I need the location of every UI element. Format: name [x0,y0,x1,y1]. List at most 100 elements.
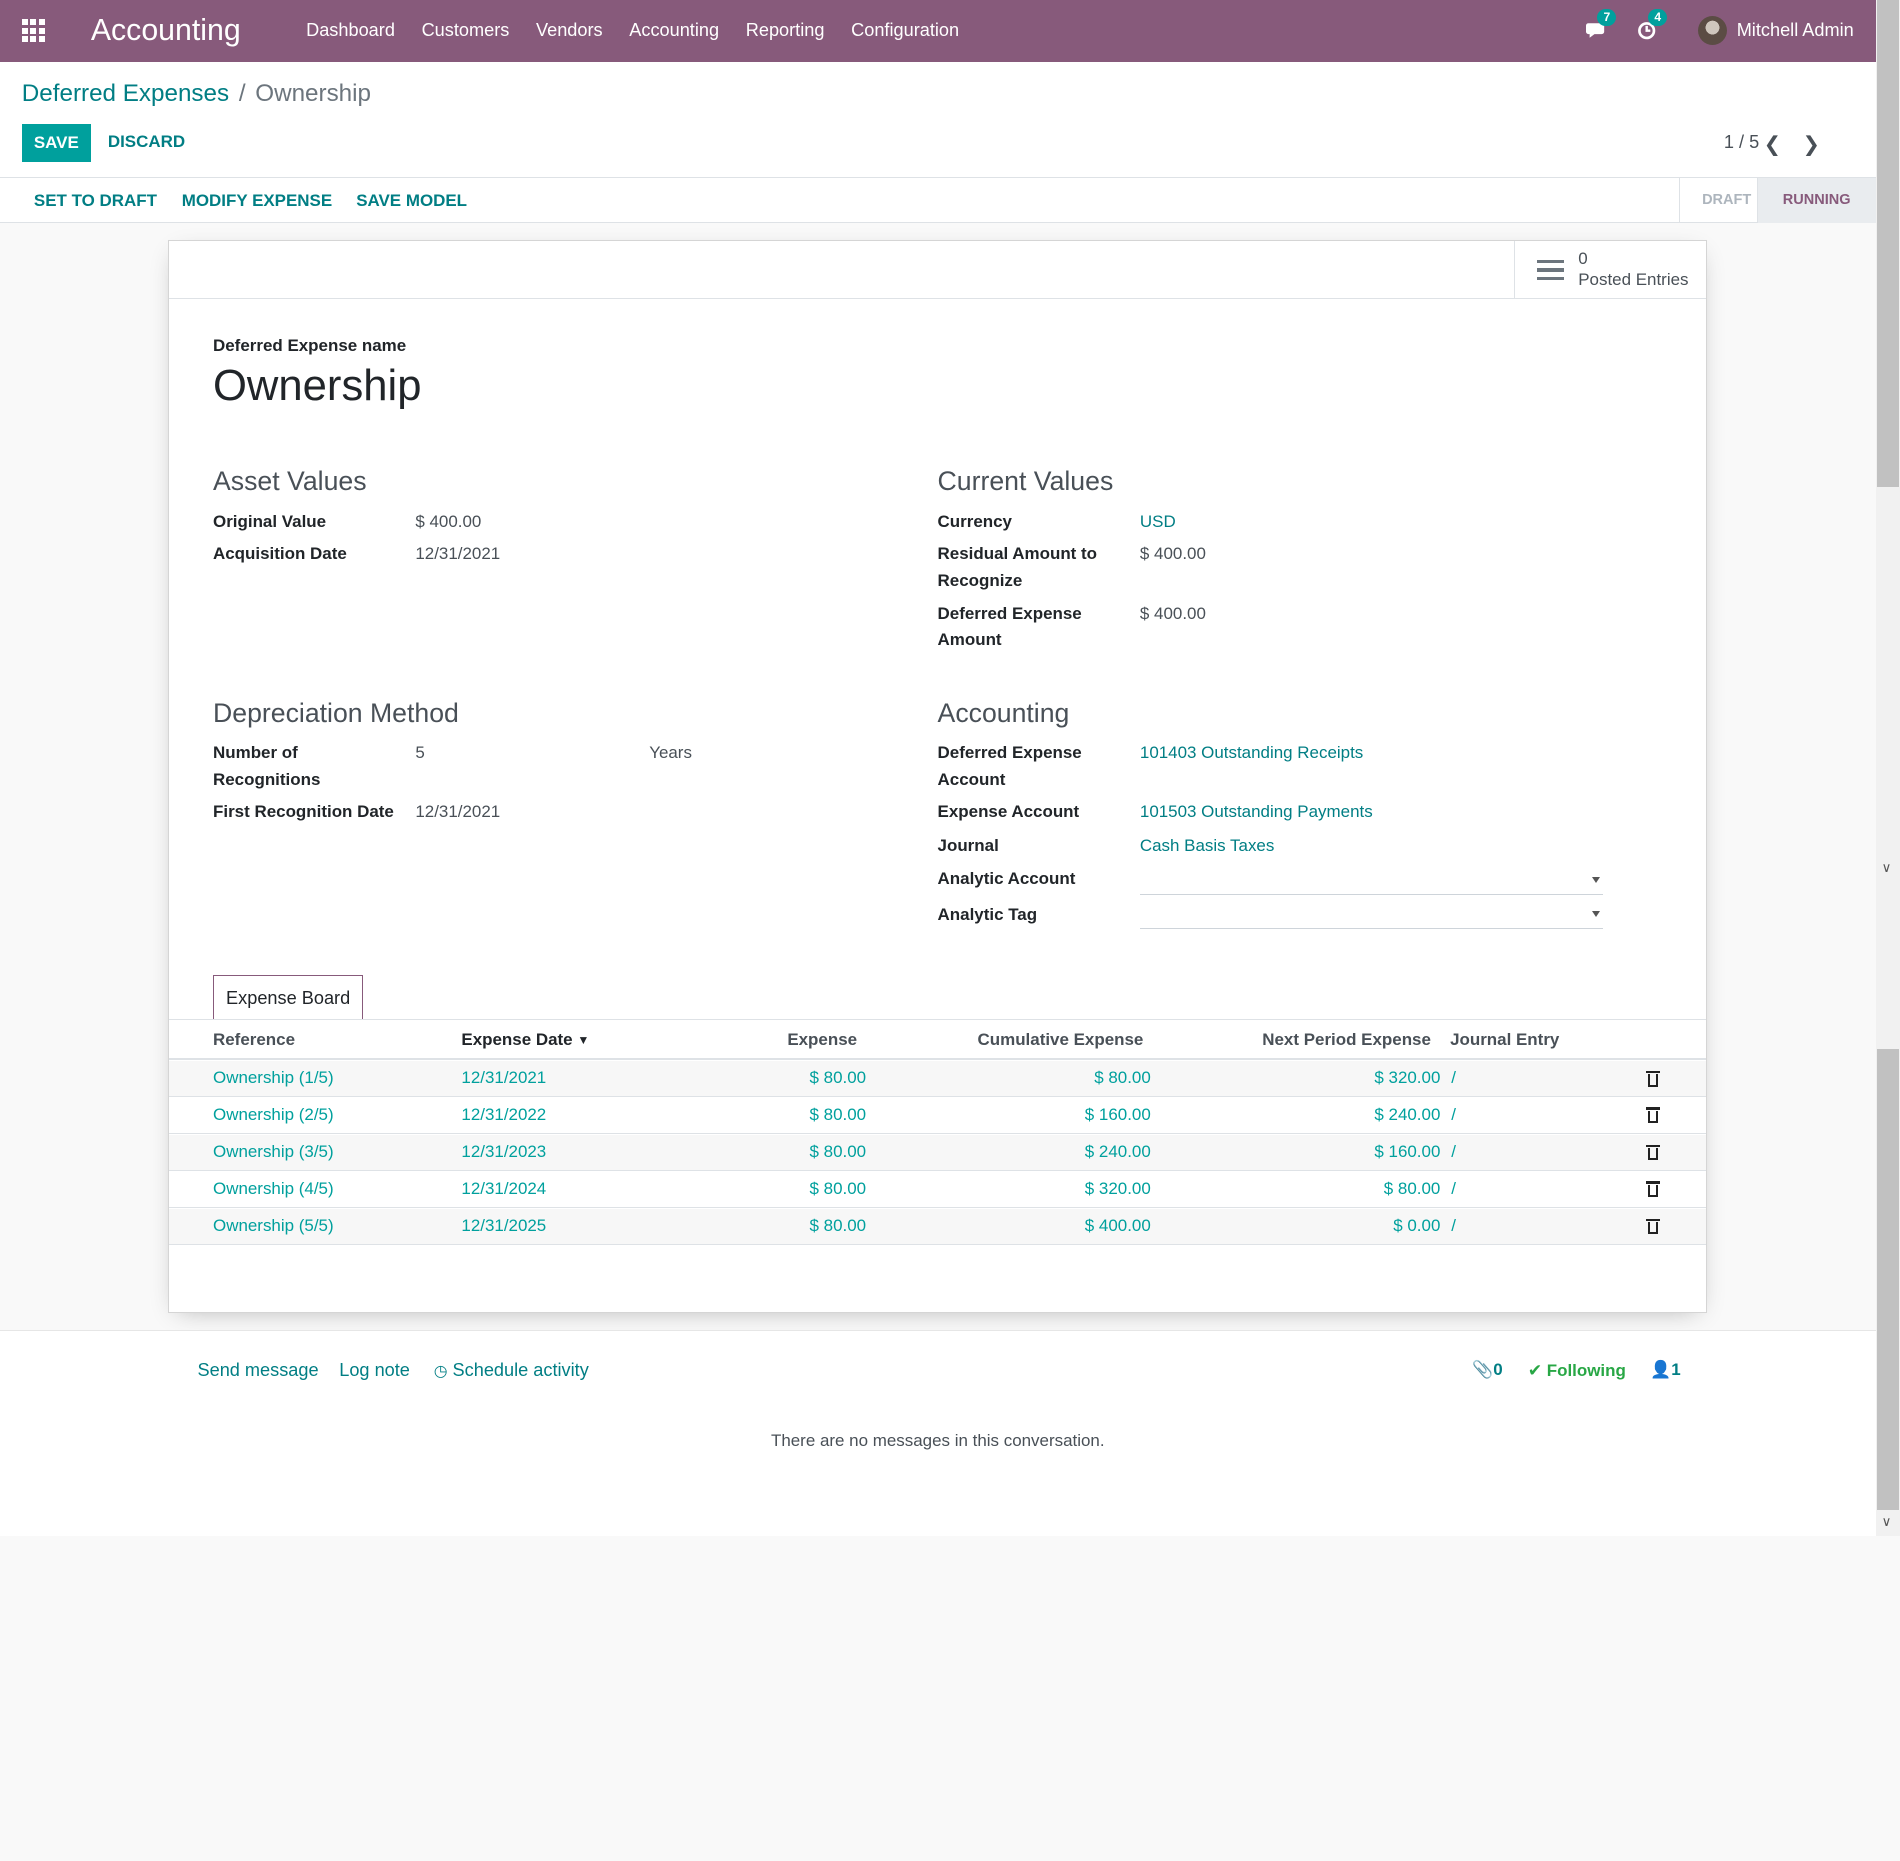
save-button[interactable]: SAVE [21,123,91,163]
cell-expense: $ 80.00 [809,1068,867,1088]
analytic-tag-select[interactable] [1139,900,1603,930]
cell-reference: Ownership (3/5) [213,1142,334,1162]
column-reference[interactable]: Reference [213,1029,295,1049]
systray: 7 4 Mitchell Admin [1582,0,1854,62]
chevron-down-icon [1592,876,1601,883]
scroll-down-icon[interactable]: ∨ [1881,1514,1892,1530]
chevron-down-icon [1592,910,1601,917]
trash-icon[interactable] [1646,1107,1660,1123]
cell-journal-entry: / [1451,1068,1456,1088]
cell-reference: Ownership (2/5) [213,1104,334,1124]
column-journal-entry[interactable]: Journal Entry [1450,1029,1560,1049]
cell-date: 12/31/2025 [461,1216,547,1236]
save-model-button[interactable]: SAVE MODEL [356,191,468,211]
name-label: Deferred Expense name [213,335,407,355]
chevron-down-icon[interactable]: ∨ [1881,860,1892,876]
menu-reporting[interactable]: Reporting [745,20,825,41]
scrollbar-thumb-upper[interactable] [1876,0,1899,488]
expense-account-label: Expense Account [937,802,1080,822]
messages-badge: 7 [1597,9,1617,26]
original-value-field[interactable]: $ 400.00 [415,511,482,531]
menu-configuration[interactable]: Configuration [851,20,960,41]
column-next-period-expense[interactable]: Next Period Expense [1262,1029,1431,1049]
cell-next-period: $ 160.00 [1374,1142,1441,1162]
breadcrumb-separator: / [238,79,246,107]
log-note-button[interactable]: Log note [339,1360,410,1381]
recognitions-field[interactable]: 5 [415,743,425,763]
control-panel: Deferred Expenses / Ownership SAVE DISCA… [0,61,1876,223]
send-message-button[interactable]: Send message [197,1360,319,1381]
apps-menu-icon[interactable] [0,0,67,62]
user-menu[interactable]: Mitchell Admin [1697,16,1854,46]
pager-previous-icon[interactable]: ❮ [1763,133,1782,157]
table-row[interactable]: Ownership (1/5) 12/31/2021 $ 80.00 $ 80.… [169,1061,1706,1098]
posted-entries-count: 0 [1578,249,1588,269]
deferred-amount-label-1: Deferred Expense [937,603,1082,623]
cell-date: 12/31/2021 [461,1068,547,1088]
tab-expense-board[interactable]: Expense Board [213,975,364,1020]
column-expense[interactable]: Expense [787,1029,858,1049]
trash-icon[interactable] [1646,1181,1660,1197]
table-row[interactable]: Ownership (5/5) 12/31/2025 $ 80.00 $ 400… [169,1208,1706,1246]
deferred-amount-field: $ 400.00 [1139,603,1206,623]
table-row[interactable]: Ownership (3/5) 12/31/2023 $ 80.00 $ 240… [169,1135,1706,1172]
asset-values-heading: Asset Values [213,466,367,497]
stage-draft[interactable]: DRAFT [1679,177,1757,223]
avatar [1697,16,1727,46]
cell-next-period: $ 320.00 [1374,1068,1441,1088]
currency-field[interactable]: USD [1139,511,1176,531]
stage-running[interactable]: RUNNING [1756,177,1876,223]
journal-field[interactable]: Cash Basis Taxes [1139,836,1275,856]
expense-name-field[interactable]: Ownership [213,362,422,411]
set-to-draft-button[interactable]: SET TO DRAFT [33,191,157,211]
discard-button[interactable]: DISCARD [107,132,186,152]
column-cumulative-expense[interactable]: Cumulative Expense [977,1029,1144,1049]
top-menu: Dashboard Customers Vendors Accounting R… [306,20,959,41]
pager-value[interactable]: 1 / 5 [1723,132,1760,153]
menu-dashboard[interactable]: Dashboard [306,20,395,41]
analytic-account-label: Analytic Account [937,869,1076,889]
cell-next-period: $ 240.00 [1374,1104,1441,1124]
modify-expense-button[interactable]: MODIFY EXPENSE [181,191,333,211]
depreciation-method-heading: Depreciation Method [213,697,459,728]
pager-next-icon[interactable]: ❯ [1802,133,1820,157]
expense-account-field[interactable]: 101503 Outstanding Payments [1139,802,1373,822]
cell-cumulative: $ 160.00 [1084,1104,1151,1124]
cell-cumulative: $ 80.00 [1094,1068,1151,1088]
sort-desc-icon: ▼ [577,1032,590,1047]
cell-expense: $ 80.00 [809,1142,867,1162]
deferred-account-field[interactable]: 101403 Outstanding Receipts [1139,743,1364,763]
residual-amount-field: $ 400.00 [1139,544,1206,564]
trash-icon[interactable] [1646,1144,1660,1161]
breadcrumb-current: Ownership [255,79,371,107]
analytic-account-select[interactable] [1139,866,1603,896]
app-brand[interactable]: Accounting [90,13,241,47]
original-value-label: Original Value [213,511,327,531]
current-values-heading: Current Values [937,466,1114,497]
followers-button[interactable]: 👤1 [1650,1360,1681,1380]
activities-icon[interactable]: 4 [1633,9,1668,43]
attachments-button[interactable]: 📎0 [1472,1360,1503,1380]
following-button[interactable]: ✔ Following [1527,1361,1626,1381]
column-expense-date[interactable]: Expense Date ▼ [461,1029,590,1049]
top-navbar: Accounting Dashboard Customers Vendors A… [0,0,1876,62]
trash-icon[interactable] [1646,1218,1660,1235]
scrollbar-thumb[interactable] [1876,1049,1899,1510]
page-scrollbar[interactable]: ∨ ∨ [1875,0,1900,1537]
trash-icon[interactable] [1646,1070,1660,1087]
first-recognition-date-field[interactable]: 12/31/2021 [415,802,501,822]
cell-next-period: $ 0.00 [1393,1216,1441,1236]
table-header: Reference Expense Date ▼ Expense Cumulat… [169,1020,1706,1060]
menu-vendors[interactable]: Vendors [535,20,603,41]
table-row[interactable]: Ownership (2/5) 12/31/2022 $ 80.00 $ 160… [169,1097,1706,1134]
menu-customers[interactable]: Customers [421,20,510,41]
breadcrumb-parent[interactable]: Deferred Expenses [21,79,230,107]
cell-cumulative: $ 320.00 [1084,1178,1151,1198]
acquisition-date-field[interactable]: 12/31/2021 [415,544,501,564]
table-row[interactable]: Ownership (4/5) 12/31/2024 $ 80.00 $ 320… [169,1171,1706,1208]
user-icon: 👤 [1650,1360,1672,1380]
posted-entries-button[interactable]: 0 Posted Entries [1514,240,1705,300]
messages-icon[interactable]: 7 [1582,9,1617,43]
menu-accounting[interactable]: Accounting [629,20,720,41]
schedule-activity-button[interactable]: ◷ Schedule activity [433,1360,589,1381]
